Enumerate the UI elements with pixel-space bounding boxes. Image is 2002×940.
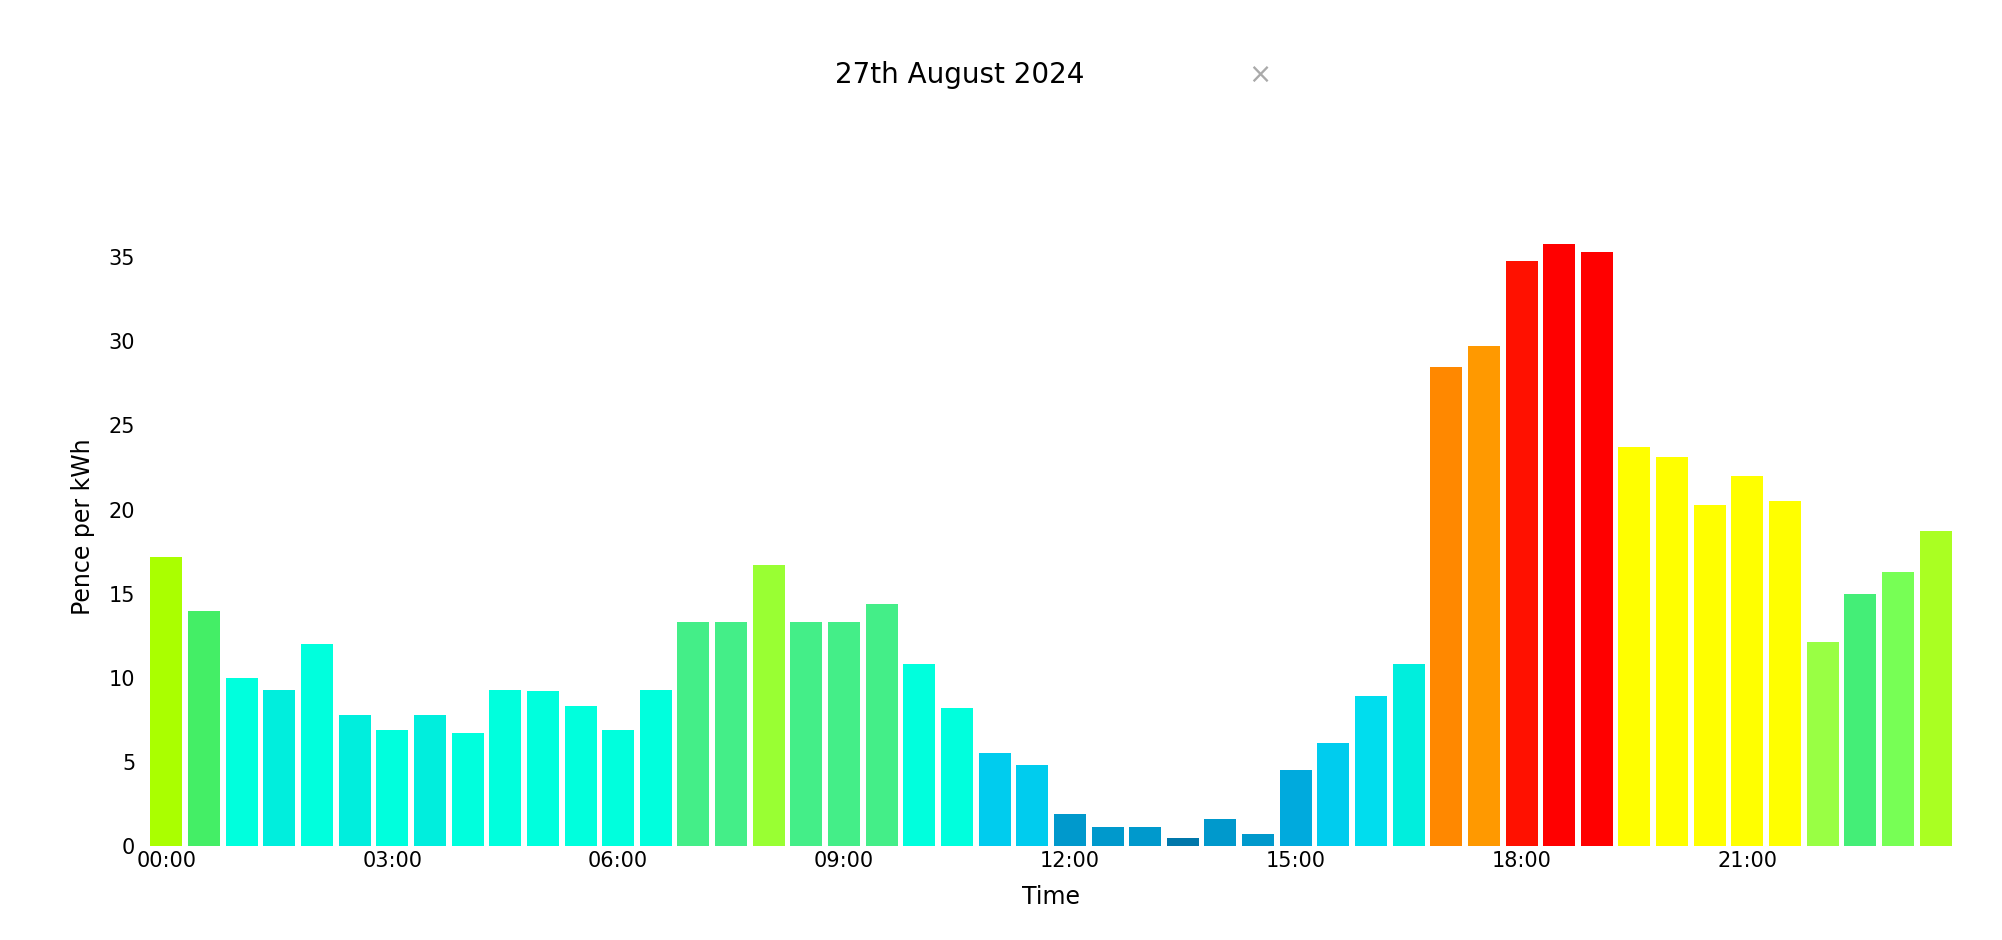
Bar (188, 610, 220, 846)
Bar (1882, 572, 1914, 846)
Bar (1694, 505, 1726, 846)
Bar (1091, 827, 1123, 846)
Bar (414, 714, 446, 846)
Bar (300, 644, 332, 846)
Bar (1279, 770, 1311, 846)
Bar (677, 622, 709, 846)
Bar (1582, 252, 1614, 846)
Bar (488, 690, 521, 846)
Bar (376, 730, 408, 846)
Text: 27th August 2024: 27th August 2024 (835, 61, 1085, 89)
Bar (1506, 260, 1538, 846)
Bar (791, 622, 823, 846)
Bar (1844, 594, 1876, 846)
Bar (527, 691, 559, 846)
Bar (1317, 744, 1349, 846)
Bar (1393, 665, 1425, 846)
Bar (1806, 642, 1838, 846)
Bar (1770, 501, 1802, 846)
Bar (338, 714, 370, 846)
Bar (829, 622, 861, 846)
Bar (1732, 476, 1764, 846)
Bar (979, 754, 1011, 846)
Bar (150, 556, 182, 846)
Bar (1355, 697, 1387, 846)
Bar (226, 678, 258, 846)
Bar (1017, 765, 1049, 846)
Bar (1467, 347, 1499, 846)
Bar (1544, 243, 1576, 846)
Bar (865, 603, 897, 846)
Bar (1618, 447, 1650, 846)
FancyBboxPatch shape (627, 28, 1375, 122)
X-axis label: Time: Time (1023, 885, 1079, 909)
Bar (903, 665, 935, 846)
Bar (1205, 819, 1237, 846)
Bar (603, 730, 635, 846)
Bar (941, 708, 973, 846)
Bar (753, 565, 785, 846)
Bar (1241, 834, 1273, 846)
Bar (641, 690, 673, 846)
Text: ×: × (1247, 61, 1271, 89)
Bar (264, 690, 296, 846)
Bar (452, 733, 484, 846)
Bar (565, 706, 597, 846)
Bar (1129, 827, 1161, 846)
Y-axis label: Pence per kWh: Pence per kWh (70, 438, 94, 615)
Bar (1920, 531, 1952, 846)
Bar (1167, 838, 1199, 846)
Bar (1656, 458, 1688, 846)
Bar (1429, 367, 1461, 846)
Bar (715, 622, 747, 846)
Bar (1053, 814, 1085, 846)
